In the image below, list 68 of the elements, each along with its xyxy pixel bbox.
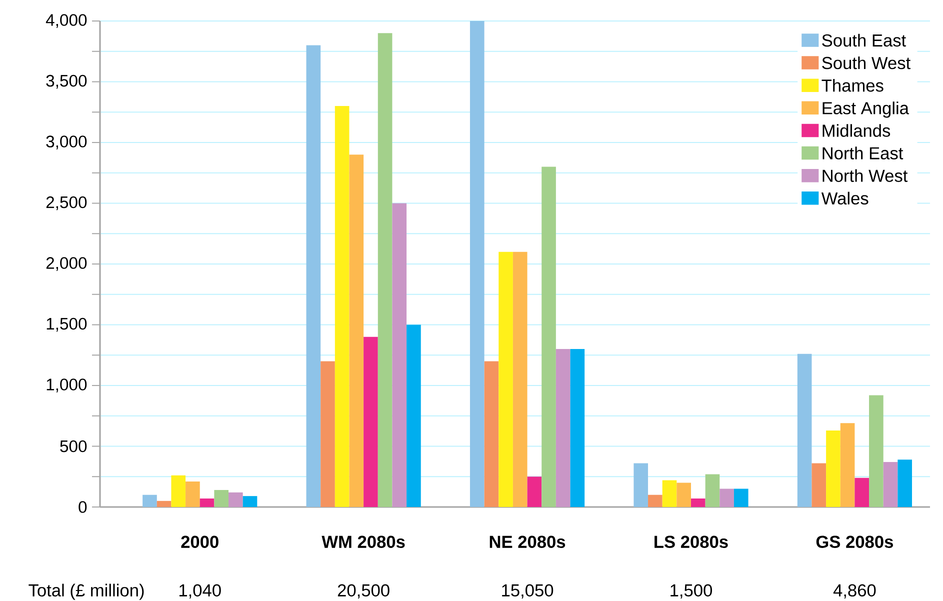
text: 15,050 xyxy=(502,584,554,599)
legend-label: Wales xyxy=(821,192,868,205)
bar xyxy=(200,498,214,507)
bar xyxy=(142,494,157,507)
bar xyxy=(720,488,734,507)
bar xyxy=(542,166,556,507)
y-tick-label: 2,000 xyxy=(46,257,87,271)
text: 1,040 xyxy=(179,584,221,599)
bar xyxy=(734,488,748,507)
bar xyxy=(334,106,350,507)
bar xyxy=(228,492,243,507)
bar xyxy=(156,500,172,507)
bar xyxy=(812,463,826,507)
bar xyxy=(484,361,499,507)
legend-label: North West xyxy=(822,169,908,182)
y-tick-label: 1,000 xyxy=(46,378,87,392)
legend-label: South West xyxy=(822,56,910,70)
bar xyxy=(512,252,528,507)
x-tick-label: WM 2080s xyxy=(322,536,405,548)
bar xyxy=(186,481,200,507)
bar xyxy=(634,463,648,507)
bar xyxy=(676,482,691,507)
legend-label: East Anglia xyxy=(822,102,909,118)
text: 1,500 xyxy=(670,584,712,599)
bar xyxy=(527,476,542,507)
bar xyxy=(826,430,840,507)
bar xyxy=(556,349,570,507)
bar xyxy=(378,33,392,507)
bar xyxy=(320,361,335,507)
legend-label: South East xyxy=(822,34,906,47)
bar xyxy=(214,490,229,507)
bar xyxy=(171,475,186,507)
bar xyxy=(306,45,321,507)
text: Total (£ million) xyxy=(28,584,144,600)
bar xyxy=(406,324,421,507)
bar xyxy=(869,395,884,507)
y-tick-label: 0 xyxy=(78,501,87,513)
text: 20,500 xyxy=(338,584,390,599)
x-tick-label: LS 2080s xyxy=(654,536,728,548)
legend-label: North East xyxy=(822,146,904,160)
y-tick-label: 3,000 xyxy=(46,136,87,150)
bar xyxy=(349,154,364,507)
bar xyxy=(797,354,812,507)
bar xyxy=(854,478,870,507)
bar xyxy=(883,462,898,507)
bar xyxy=(840,423,855,507)
y-tick-label: 2,500 xyxy=(46,196,87,210)
bar xyxy=(470,21,484,507)
bar xyxy=(898,460,912,507)
x-tick-label: NE 2080s xyxy=(490,536,566,548)
bar xyxy=(570,349,585,507)
x-tick-label: 2000 xyxy=(181,536,218,548)
legend-label: Midlands xyxy=(822,124,890,137)
y-tick-label: 1,500 xyxy=(46,318,87,332)
bar xyxy=(364,336,378,507)
bar xyxy=(498,252,513,507)
bar xyxy=(662,480,677,507)
y-tick-label: 3,500 xyxy=(46,74,87,89)
bar xyxy=(648,494,662,507)
bar xyxy=(705,474,720,507)
text: 4,860 xyxy=(833,584,876,599)
y-tick-label: 500 xyxy=(60,440,87,452)
y-tick-label: 4,000 xyxy=(46,14,87,28)
x-tick-label: GS 2080s xyxy=(816,536,893,548)
legend-label: Thames xyxy=(822,79,884,92)
bar xyxy=(690,498,706,507)
bar xyxy=(392,203,407,507)
bar xyxy=(242,496,258,507)
